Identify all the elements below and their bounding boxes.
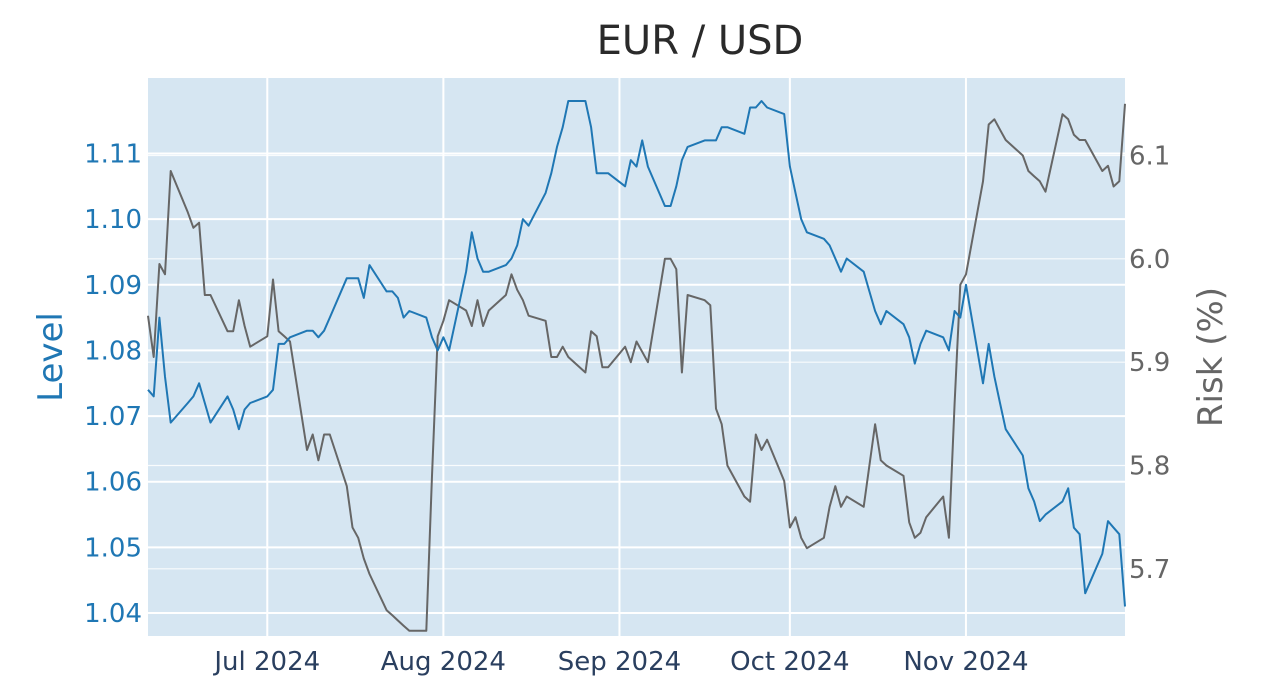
x-tick-label: Sep 2024 bbox=[558, 647, 681, 677]
risk-series-line bbox=[147, 103, 1126, 632]
x-tick-label: Nov 2024 bbox=[903, 647, 1028, 677]
tick-labels: 1.04 1.05 1.06 1.07 1.08 1.09 1.10 1.11 5.7 5.8 5.… bbox=[84, 139, 1170, 677]
y-tick-label-left: 1.08 bbox=[84, 336, 142, 366]
y-tick-label-left: 1.09 bbox=[84, 271, 142, 301]
y-tick-label-right: 5.8 bbox=[1129, 452, 1170, 482]
series-layer bbox=[147, 100, 1126, 632]
y-tick-label-right: 5.7 bbox=[1129, 555, 1170, 585]
y-tick-label-left: 1.05 bbox=[84, 533, 142, 563]
chart-title: EUR / USD bbox=[597, 18, 804, 64]
grid-lines bbox=[148, 78, 1125, 636]
x-tick-label: Oct 2024 bbox=[730, 647, 849, 677]
x-tick-label: Jul 2024 bbox=[212, 647, 320, 677]
y-tick-label-left: 1.06 bbox=[84, 468, 142, 498]
y-tick-label-left: 1.04 bbox=[84, 599, 142, 629]
plot-background bbox=[148, 78, 1125, 636]
y-tick-label-right: 6.1 bbox=[1129, 142, 1170, 172]
y-tick-label-right: 5.9 bbox=[1129, 348, 1170, 378]
level-series-line bbox=[147, 100, 1126, 607]
y-axis-label-left: Level bbox=[31, 312, 71, 402]
y-tick-label-left: 1.10 bbox=[84, 205, 142, 235]
y-tick-label-left: 1.11 bbox=[84, 139, 142, 169]
y-tick-label-right: 6.0 bbox=[1129, 245, 1170, 275]
x-tick-label: Aug 2024 bbox=[381, 647, 506, 677]
y-tick-label-left: 1.07 bbox=[84, 402, 142, 432]
y-axis-label-right: Risk (%) bbox=[1191, 287, 1231, 427]
